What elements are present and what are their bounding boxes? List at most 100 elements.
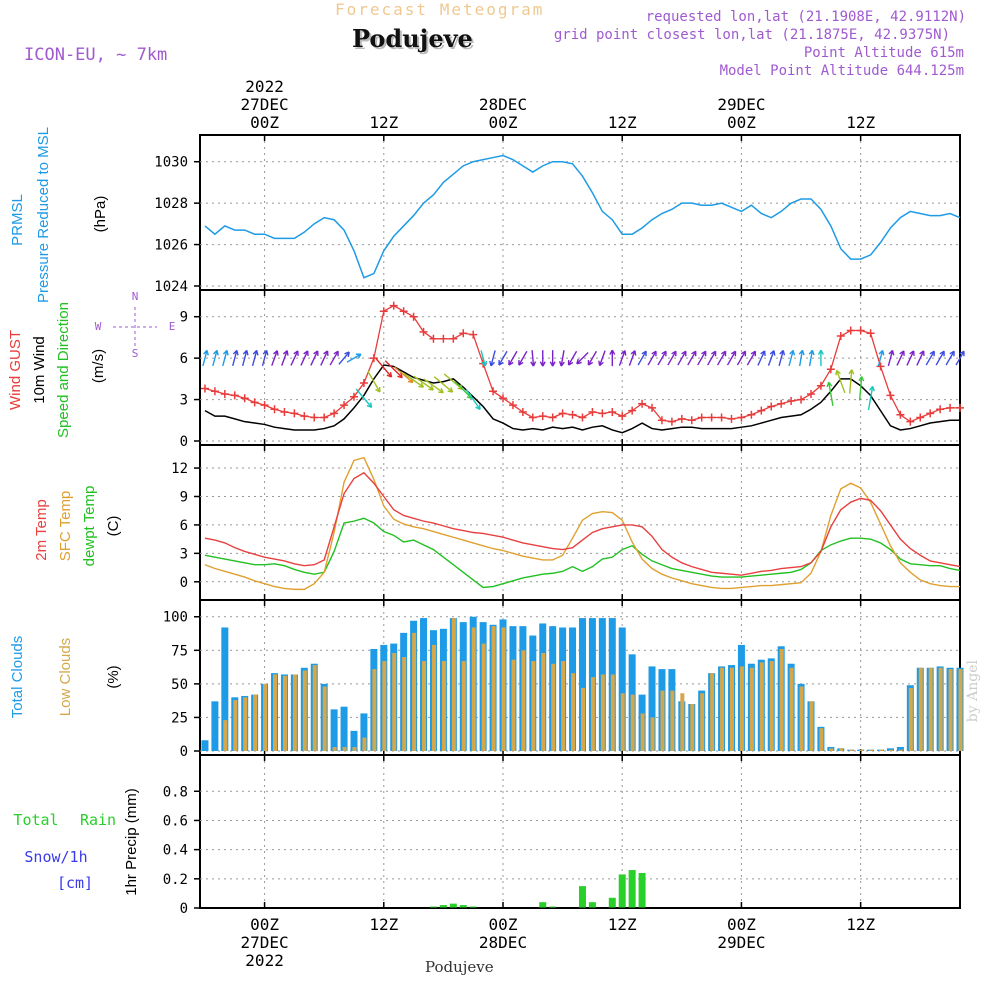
gust-marker	[926, 409, 935, 418]
wind-arrow-shaft	[858, 376, 863, 401]
y-tick-label: 75	[171, 643, 188, 659]
wind-arrow	[222, 349, 229, 367]
wind-arrow	[667, 350, 677, 366]
wind-arrow-shaft	[367, 370, 381, 393]
gust-marker	[330, 409, 339, 418]
low-cloud-bar	[412, 632, 417, 751]
low-cloud-bar	[441, 661, 446, 751]
low-cloud-bar	[898, 749, 903, 751]
footer-location: Podujeve	[425, 958, 494, 976]
gust-marker	[409, 312, 418, 321]
low-cloud-bar	[551, 663, 556, 751]
wind-arrow-head	[869, 385, 875, 392]
precip-unit: 1hr Precip (mm)	[123, 788, 140, 896]
gust-marker	[816, 381, 825, 390]
gust-marker	[806, 390, 815, 399]
low-cloud-bar	[292, 674, 297, 751]
wind-arrow	[232, 349, 239, 367]
wind-arrow-shaft	[394, 366, 414, 383]
time-axis-hour-bottom: 00Z	[727, 915, 756, 934]
wind-arrow-shaft	[281, 350, 288, 366]
point-altitude: Point Altitude 615m	[803, 45, 964, 61]
gust-marker	[240, 394, 249, 403]
gust-marker	[856, 326, 865, 335]
wind-arrow-shaft	[587, 350, 598, 366]
wind-arrow	[955, 350, 965, 366]
gust-marker	[538, 412, 547, 421]
low-cloud-bar	[650, 717, 655, 751]
gust-marker	[906, 417, 915, 426]
gust-marker	[270, 405, 279, 414]
time-axis-hour-bottom: 12Z	[369, 915, 398, 934]
wind-arrow-shaft	[867, 386, 874, 411]
low-cloud-bar	[690, 704, 695, 751]
y-tick-label: 6	[180, 351, 188, 367]
total-clouds-label: Total Clouds	[9, 636, 26, 719]
wind-arrow-head	[798, 349, 805, 356]
gust-marker	[876, 362, 885, 371]
wind-arrow-head	[835, 369, 841, 376]
low-cloud-bar	[422, 661, 427, 751]
time-axis-hour-top: 12Z	[846, 113, 875, 132]
gust-marker	[757, 406, 766, 415]
gust-marker	[439, 334, 448, 343]
gust-marker	[667, 417, 676, 426]
wind-arrow	[290, 350, 299, 366]
gust-marker	[767, 402, 776, 411]
low-cloud-bar	[799, 686, 804, 751]
low-cloud-bar	[362, 737, 367, 751]
low-cloud-bar	[779, 648, 784, 751]
wind-arrow-head	[730, 350, 737, 357]
wind-arrow	[925, 350, 935, 366]
low-cloud-bar	[660, 690, 665, 751]
wind-arrow-head	[671, 350, 677, 357]
gust-label: Wind GUST	[7, 330, 24, 410]
wind-arrow	[375, 358, 393, 378]
low-cloud-bar	[759, 662, 764, 751]
wind-arrow-head	[826, 381, 833, 388]
wind-arrow-shaft	[222, 350, 228, 367]
wind-gust-line	[204, 304, 960, 423]
gust-marker	[320, 413, 329, 422]
wind-arrow-head	[858, 376, 865, 382]
low-cloud-bar	[302, 670, 307, 751]
gust-marker	[886, 391, 895, 400]
low-cloud-bar	[739, 666, 744, 751]
gust-marker	[916, 413, 925, 422]
wind-arrow	[697, 350, 707, 366]
wind-arrow	[413, 375, 434, 391]
wind-arrow	[826, 381, 834, 406]
total-cloud-bar	[578, 618, 586, 751]
wind-arrow	[657, 350, 667, 366]
rain-bar	[608, 897, 616, 908]
wind-arrow-head	[282, 350, 289, 356]
wind-arrow-head	[242, 349, 249, 356]
wind-arrow	[817, 349, 824, 367]
wind-arrow	[261, 349, 269, 367]
requested-coords: requested lon,lat (21.1908E, 42.9112N)	[645, 9, 966, 25]
y-tick-label: 12	[171, 461, 188, 477]
time-axis-hour-top: 00Z	[250, 113, 279, 132]
low-cloud-bar	[730, 667, 735, 751]
y-tick-label: 50	[171, 677, 188, 693]
wind-arrow-shaft	[767, 350, 775, 366]
wind-arrow-shaft	[877, 350, 884, 367]
low-cloud-bar	[680, 693, 685, 751]
gust-marker	[340, 401, 349, 410]
wind-arrow	[465, 389, 481, 411]
wind-arrow	[549, 350, 556, 367]
wind-arrow-shaft	[329, 350, 339, 366]
wind-arrow	[767, 350, 776, 366]
gust-marker	[568, 410, 577, 419]
wind-arrow-head	[959, 350, 965, 357]
low-cloud-bar	[253, 694, 258, 751]
wind-arrow-head	[418, 382, 425, 388]
gust-marker	[280, 408, 289, 416]
wind-arrow	[281, 350, 289, 366]
forecast-title: Forecast Meteogram	[335, 0, 545, 19]
gust-marker	[379, 307, 388, 316]
sfc-temp-label: SFC Temp	[57, 491, 74, 562]
time-axis-year-top: 2022	[245, 77, 284, 96]
y-tick-label: 1024	[154, 279, 188, 295]
